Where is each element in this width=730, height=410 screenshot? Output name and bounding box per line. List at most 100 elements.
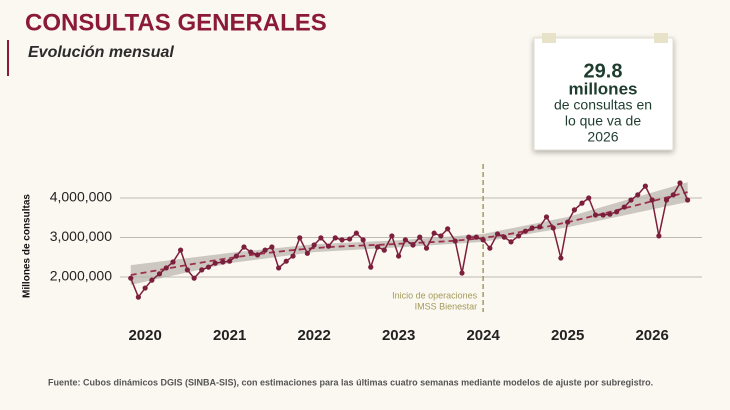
data-point [621, 204, 627, 210]
chart-subtitle: Evolución mensual [28, 44, 174, 61]
data-point [149, 277, 155, 283]
data-point [353, 230, 359, 236]
x-tick-label: 2023 [382, 327, 415, 344]
data-point [212, 260, 218, 266]
callout-text: 2026 [587, 129, 618, 145]
callout-tab [654, 33, 668, 43]
data-point [402, 237, 408, 243]
data-point [508, 239, 514, 245]
data-point [347, 236, 353, 242]
data-point [656, 233, 662, 239]
data-point [522, 228, 528, 234]
annotation-text: IMSS Bienestar [415, 301, 478, 311]
chart-title: CONSULTAS GENERALES [25, 9, 327, 36]
data-point [163, 265, 169, 271]
x-tick-label: 2021 [213, 327, 246, 344]
data-point [628, 197, 634, 203]
x-tick-label: 2022 [297, 327, 330, 344]
data-point [205, 264, 212, 270]
data-point [550, 225, 556, 231]
data-point [586, 195, 592, 201]
x-tick-label: 2020 [128, 327, 161, 344]
data-point [670, 192, 676, 198]
data-point [473, 234, 479, 240]
annotation-text: Inicio de operaciones [392, 290, 478, 300]
data-point [339, 237, 345, 243]
x-tick-label: 2026 [635, 327, 668, 344]
data-point [178, 247, 184, 253]
data-point [269, 244, 275, 250]
data-point [516, 233, 522, 239]
data-point [459, 270, 465, 276]
data-point [571, 207, 577, 213]
data-point [501, 234, 507, 240]
data-point [663, 197, 670, 203]
data-point [233, 253, 239, 259]
data-point [592, 212, 599, 218]
callout-text: lo que va de [565, 113, 641, 129]
data-point [142, 285, 148, 291]
data-point [135, 294, 141, 300]
data-point [381, 247, 387, 253]
data-point [199, 267, 205, 273]
data-point [417, 234, 423, 240]
data-point [537, 224, 543, 230]
data-point [156, 271, 163, 277]
y-tick-label: 2,000,000 [50, 268, 112, 284]
data-point [241, 244, 247, 250]
data-point [254, 252, 261, 258]
x-tick-label: 2025 [551, 327, 584, 344]
data-point [649, 197, 655, 203]
y-tick-label: 3,000,000 [50, 228, 112, 244]
data-point [466, 234, 472, 240]
data-point [635, 192, 641, 198]
callout-box [533, 37, 674, 151]
y-tick-label: 4,000,000 [50, 189, 112, 205]
data-point [494, 231, 501, 237]
data-point [543, 214, 550, 220]
data-point [262, 247, 268, 253]
data-point [445, 226, 451, 232]
x-tick-label: 2024 [466, 327, 500, 344]
data-point [396, 253, 402, 259]
data-point [438, 233, 444, 239]
data-point [304, 250, 310, 256]
data-point [410, 242, 416, 248]
data-point [184, 267, 190, 273]
data-point [283, 258, 289, 264]
data-point [642, 183, 648, 189]
data-point [600, 212, 606, 218]
data-point [685, 197, 691, 203]
data-point [389, 233, 395, 239]
data-point [677, 180, 683, 186]
data-point [276, 265, 282, 271]
data-point [325, 243, 332, 249]
callout-text: de consultas en [554, 97, 652, 113]
callout-text: 29.8 [584, 60, 623, 82]
data-point [452, 238, 458, 244]
data-point [360, 237, 366, 243]
data-point [318, 235, 324, 241]
data-point [191, 275, 197, 281]
data-point [128, 275, 134, 281]
data-point [480, 237, 486, 243]
data-point [431, 230, 437, 236]
data-point [614, 209, 620, 215]
data-point [529, 225, 535, 231]
data-point [374, 244, 381, 250]
data-point [290, 253, 296, 259]
data-point [607, 211, 613, 217]
data-point [558, 255, 564, 261]
callout-tab [542, 33, 556, 43]
data-point [423, 245, 430, 251]
y-axis-label: Millones de consultas [22, 194, 33, 298]
data-point [487, 245, 493, 251]
data-point [220, 259, 226, 265]
data-point [565, 219, 571, 225]
data-point [227, 258, 233, 264]
data-point [248, 249, 254, 255]
data-point [579, 200, 585, 206]
data-point [368, 264, 374, 270]
